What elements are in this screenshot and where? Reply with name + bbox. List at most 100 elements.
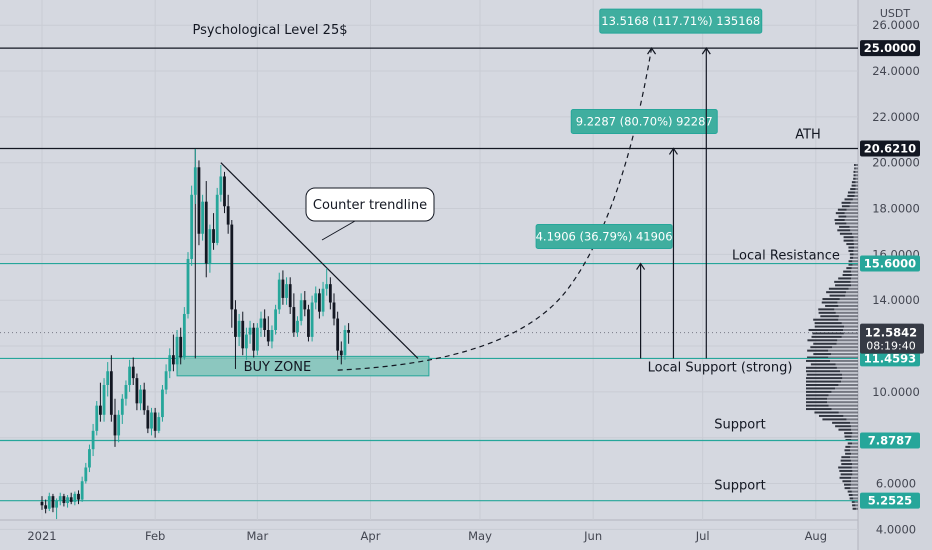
volume-bar-sell (838, 411, 858, 414)
candle-body (259, 318, 263, 328)
candle-body (223, 176, 226, 207)
volume-bar-buy (837, 208, 847, 211)
level-label: ATH (795, 127, 821, 142)
candle-body (193, 167, 197, 195)
candle-body (95, 405, 99, 431)
volume-bar-buy (854, 164, 856, 166)
volume-bar-sell (852, 442, 858, 445)
volume-bar-buy (838, 466, 852, 469)
volume-bar-sell (828, 356, 858, 359)
volume-bar-buy (848, 494, 853, 496)
candle-body (190, 194, 194, 259)
candle-body (47, 496, 51, 509)
candle-body (168, 355, 172, 372)
candle-body (266, 330, 270, 342)
y-tick-label: 22.0000 (872, 110, 920, 124)
candle-body (288, 284, 292, 308)
target-label-box (535, 224, 673, 250)
volume-bar-buy (807, 349, 829, 352)
axis-layer: 26.000024.000022.000020.000018.000016.00… (27, 18, 919, 543)
x-tick-label: Jun (583, 529, 602, 543)
candle-body (172, 355, 175, 365)
candle-body (226, 206, 230, 225)
volume-bar-buy (813, 318, 839, 321)
volume-bar-buy (851, 500, 855, 503)
volume-bar-buy (813, 342, 837, 345)
volume-bar-buy (806, 366, 837, 369)
target-arrowhead (668, 147, 678, 155)
volume-bar-sell (853, 497, 858, 500)
volume-bar-buy (822, 418, 847, 421)
target-label: 4.1906 (36.79%) 41906 (536, 230, 673, 244)
volume-bar-sell (852, 263, 858, 266)
candle-body (113, 414, 117, 436)
volume-bar-buy (812, 332, 844, 335)
volume-bar-sell (850, 280, 858, 283)
volume-bar-buy (845, 452, 852, 455)
volume-bar-sell (830, 359, 858, 362)
volume-bar-sell (850, 487, 858, 490)
volume-bar-buy (844, 483, 851, 486)
volume-bar-buy (839, 469, 853, 472)
volume-bar-buy (852, 507, 856, 510)
candle-body (215, 194, 219, 243)
candle-body (274, 309, 277, 330)
current-price-tag-box (860, 323, 924, 354)
volume-bar-buy (847, 194, 855, 197)
volume-bar-sell (850, 421, 858, 424)
target-label: 13.5168 (117.71%) 135168 (601, 14, 760, 28)
volume-bar-sell (854, 246, 858, 249)
volume-bar-sell (844, 212, 858, 215)
target-label-box (570, 108, 718, 134)
volume-bar-buy (844, 198, 853, 201)
volume-bar-sell (851, 267, 858, 270)
volume-bar-buy (852, 504, 856, 507)
volume-bar-sell (837, 301, 858, 304)
volume-bar-buy (847, 490, 852, 493)
volume-bar-buy (835, 222, 847, 225)
volume-bar-buy (834, 280, 851, 283)
volume-bar-sell (841, 335, 858, 338)
volume-bar-sell (855, 167, 858, 170)
candle-body (248, 327, 252, 335)
volume-bar-sell (848, 287, 858, 290)
volume-bar-buy (806, 394, 829, 397)
counter-trendline-pointer (321, 220, 356, 241)
volume-bar-sell (852, 198, 858, 201)
volume-bar-buy (806, 370, 841, 373)
candle-body (252, 327, 256, 351)
volume-bar-sell (841, 380, 858, 383)
candle-body (339, 350, 343, 356)
volume-bar-buy (845, 445, 851, 448)
x-tick-label: May (468, 529, 492, 543)
volume-bar-buy (810, 346, 833, 349)
volume-bar-sell (836, 366, 858, 369)
candle-body (292, 307, 296, 333)
volume-bar-buy (844, 449, 851, 452)
candle-body (55, 500, 58, 508)
volume-bar-sell (854, 500, 858, 503)
candle-body (197, 167, 201, 234)
volume-bar-buy (806, 397, 827, 400)
candle-body (88, 449, 91, 468)
volume-bar-buy (806, 359, 831, 362)
volume-bar-sell (853, 236, 858, 239)
volume-bar-buy (843, 239, 854, 242)
counter-trendline-callout[interactable]: Counter trendline (305, 187, 435, 241)
volume-bar-sell (843, 414, 858, 417)
buy-zone-label: BUY ZONE (244, 360, 312, 375)
candle-body (314, 293, 318, 303)
volume-bar-buy (844, 432, 853, 435)
y-tick-label: 18.0000 (872, 202, 920, 216)
candle-body (142, 389, 146, 411)
candle-body (325, 284, 329, 289)
candle-body (58, 496, 62, 501)
volume-bar-sell (852, 469, 858, 472)
volume-bar-buy (839, 476, 852, 479)
volume-bar-sell (849, 225, 858, 228)
candle-body (245, 334, 248, 349)
volume-bar-buy (843, 236, 854, 239)
volume-bar-buy (808, 329, 844, 331)
currency-label: USDT (880, 7, 911, 20)
